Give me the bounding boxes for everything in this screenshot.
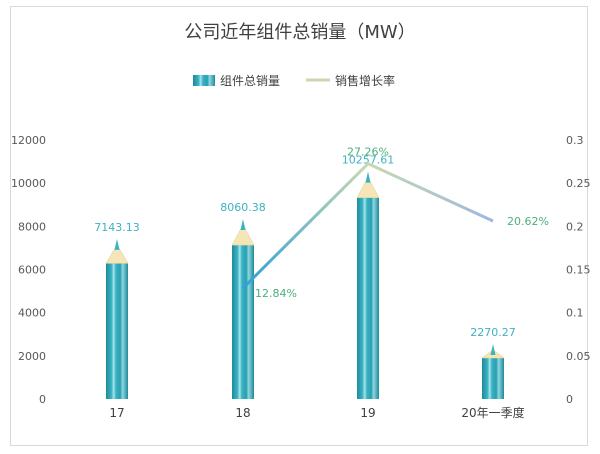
- bar-value-label: 10257.61: [342, 154, 395, 167]
- growth-rate-label: 20.62%: [507, 215, 549, 228]
- x-tick-label: 20年一季度: [461, 405, 524, 420]
- left-tick-label: 12000: [11, 134, 46, 147]
- bar-pencil-tip: [231, 224, 255, 246]
- right-tick-label: 0: [566, 393, 573, 406]
- bar: 10257.61: [342, 154, 395, 399]
- bar-pencil-lead: [114, 238, 120, 250]
- left-tick-label: 4000: [18, 307, 46, 320]
- legend-label-sales: 组件总销量: [220, 74, 280, 88]
- growth-rate-label: 27.26%: [347, 146, 389, 159]
- chart-title: 公司近年组件总销量（MW）: [184, 22, 415, 43]
- x-axis: 17 18 19 20年一季度: [109, 405, 524, 420]
- growth-rate-label: 12.84%: [255, 287, 297, 300]
- legend-bar-swatch: [193, 75, 215, 86]
- bar-body: [106, 263, 128, 399]
- right-tick-label: 0.1: [566, 307, 584, 320]
- right-tick-label: 0.15: [566, 264, 591, 277]
- bar-pencil-tip: [105, 244, 129, 264]
- left-axis: 0 2000 4000 6000 8000 10000 12000: [11, 134, 46, 406]
- bar-value-label: 8060.38: [220, 201, 266, 214]
- left-tick-label: 6000: [18, 264, 46, 277]
- right-tick-label: 0.2: [566, 220, 584, 233]
- right-tick-label: 0.3: [566, 134, 584, 147]
- bar-body: [232, 245, 254, 399]
- bar-value-label: 2270.27: [470, 326, 516, 339]
- bar: 2270.27: [470, 326, 516, 399]
- left-tick-label: 10000: [11, 177, 46, 190]
- x-tick-label: 18: [235, 406, 250, 420]
- bar-value-label: 7143.13: [94, 221, 140, 234]
- bar-pencil-lead: [365, 171, 371, 183]
- right-tick-label: 0.25: [566, 177, 591, 190]
- x-tick-label: 17: [109, 406, 124, 420]
- left-tick-label: 8000: [18, 220, 46, 233]
- right-axis: 0 0.05 0.1 0.15 0.2 0.25 0.3: [566, 134, 591, 406]
- bar-body: [357, 197, 379, 399]
- bars: 7143.13 8060.38 10257.61 2270.27: [94, 154, 516, 399]
- legend-label-growth: 销售增长率: [335, 73, 395, 88]
- x-tick-label: 19: [360, 406, 375, 420]
- bar-pencil-lead: [240, 219, 246, 231]
- growth-line: 12.84% 27.26% 20.62%: [241, 146, 549, 300]
- bar-body: [482, 358, 504, 399]
- right-tick-label: 0.05: [566, 350, 591, 363]
- bar: 7143.13: [94, 221, 140, 399]
- left-tick-label: 2000: [18, 350, 46, 363]
- legend: 组件总销量 销售增长率: [193, 73, 395, 88]
- bar-pencil-tip: [356, 176, 380, 198]
- bar-pencil-lead: [490, 344, 496, 355]
- left-tick-label: 0: [39, 393, 46, 406]
- growth-line-path: [241, 162, 494, 290]
